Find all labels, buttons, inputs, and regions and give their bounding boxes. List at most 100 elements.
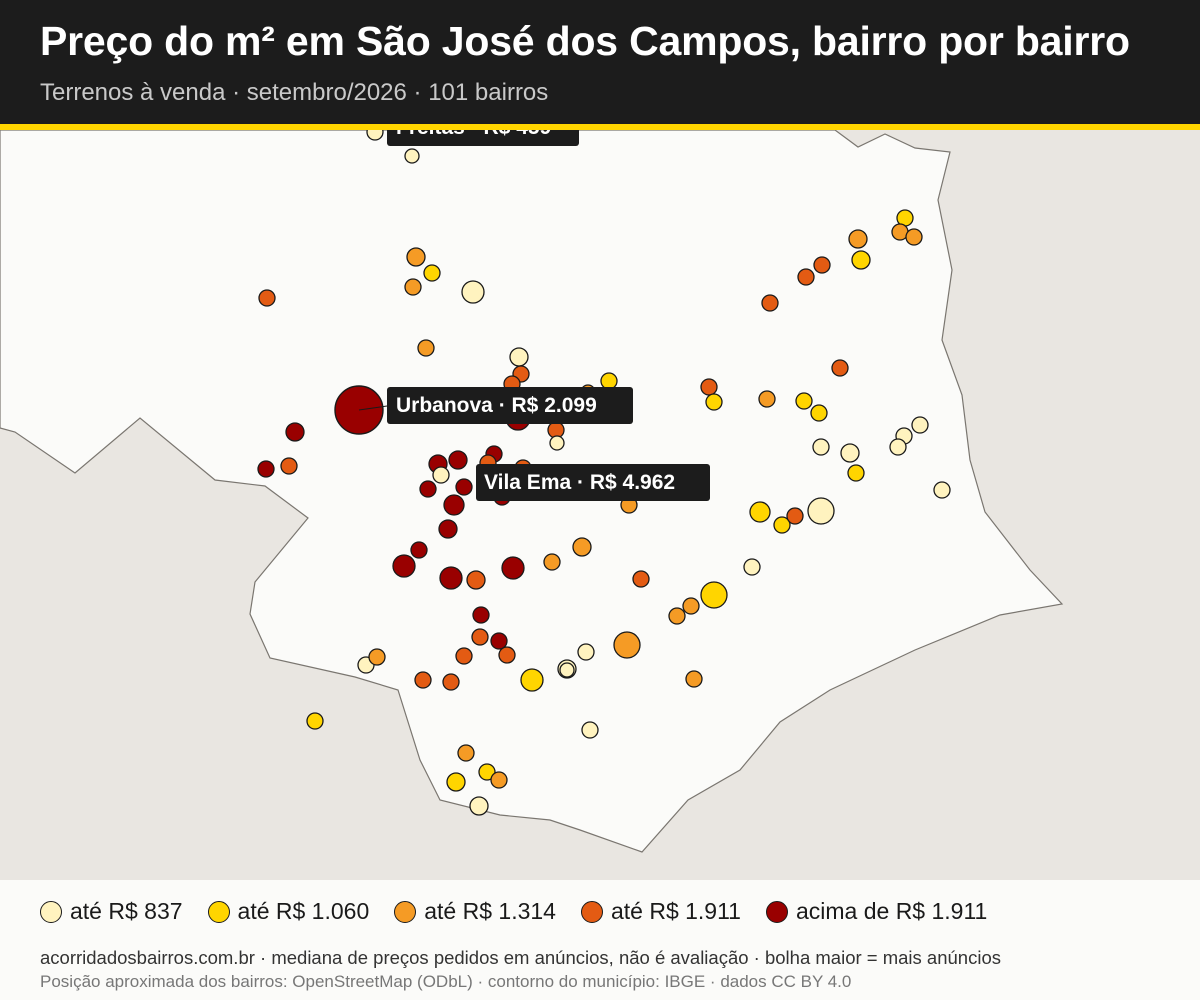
header-accent-bar [0,124,1200,130]
neighborhood-bubble[interactable] [404,278,422,296]
callout-leader-line [358,405,388,411]
neighborhood-bubble[interactable] [410,541,428,559]
neighborhood-bubble[interactable] [455,478,473,496]
map-canvas: Freitas · R$ 459 Urbanova · R$ 2.099 Vil… [0,130,1200,880]
neighborhood-bubble[interactable] [773,516,791,534]
legend-label-ate-1911: até R$ 1.911 [610,898,741,924]
neighborhood-bubble[interactable] [549,435,565,451]
neighborhood-bubble[interactable] [280,457,298,475]
neighborhood-bubble[interactable] [417,339,435,357]
neighborhood-bubble[interactable] [448,450,468,470]
neighborhood-bubble[interactable] [498,646,516,664]
neighborhood-bubble[interactable] [682,597,700,615]
neighborhood-bubble[interactable] [257,460,275,478]
neighborhood-bubble[interactable] [905,228,923,246]
callout-freitas-label: Freitas · R$ 459 [396,130,551,139]
neighborhood-bubble[interactable] [797,268,815,286]
legend-label-ate-1060: até R$ 1.060 [237,898,370,924]
legend-item-ate-1060: até R$ 1.060 [207,898,370,925]
neighborhood-bubble[interactable] [466,570,486,590]
legend-panel: até R$ 837 até R$ 1.060 até R$ 1.314 até… [0,880,1200,1000]
neighborhood-bubble[interactable] [851,250,871,270]
neighborhood-bubble[interactable] [572,537,592,557]
neighborhood-bubble[interactable] [285,422,305,442]
header: Preço do m² em São José dos Campos, bair… [0,0,1200,124]
callout-vila-ema[interactable]: Vila Ema · R$ 4.962 [476,464,710,501]
neighborhood-bubble[interactable] [543,553,561,571]
neighborhood-bubble[interactable] [933,481,951,499]
neighborhood-bubble[interactable] [700,378,718,396]
legend-item-ate-1314: até R$ 1.314 [394,898,556,925]
neighborhood-bubble[interactable] [848,229,868,249]
neighborhood-bubble[interactable] [419,480,437,498]
legend-item-ate-1911: até R$ 1.911 [580,898,741,925]
neighborhood-bubble[interactable] [392,554,416,578]
neighborhood-bubble[interactable] [461,280,485,304]
neighborhood-bubble[interactable] [743,558,761,576]
legend-label-acima-1911: acima de R$ 1.911 [795,898,988,924]
callout-freitas[interactable]: Freitas · R$ 459 [387,130,579,146]
neighborhood-bubble[interactable] [559,662,575,678]
neighborhood-bubble[interactable] [457,744,475,762]
neighborhood-bubble[interactable] [613,631,641,659]
neighborhood-bubble[interactable] [810,404,828,422]
neighborhood-bubble[interactable] [404,148,420,164]
neighborhood-bubble[interactable] [490,632,508,650]
neighborhood-bubble[interactable] [478,763,496,781]
neighborhood-bubble[interactable] [472,606,490,624]
neighborhood-bubble[interactable] [668,607,686,625]
neighborhood-bubble[interactable] [443,494,465,516]
neighborhood-bubble[interactable] [469,796,489,816]
neighborhood-bubble[interactable] [520,668,544,692]
neighborhood-bubble[interactable] [406,247,426,267]
neighborhood-bubble[interactable] [786,507,804,525]
neighborhood-bubble[interactable] [439,566,463,590]
neighborhood-bubble[interactable] [632,570,650,588]
legend-swatch-acima-1911 [765,900,788,923]
neighborhood-bubble[interactable] [438,519,458,539]
neighborhood-bubble[interactable] [813,256,831,274]
neighborhood-bubble[interactable] [258,289,276,307]
legend-swatch-ate-837 [40,900,62,923]
neighborhood-bubble[interactable] [807,497,835,525]
neighborhood-bubble[interactable] [840,443,860,463]
neighborhood-bubble[interactable] [831,359,849,377]
neighborhood-bubble[interactable] [700,581,728,609]
footer-source: Posição aproximada dos bairros: OpenStre… [40,972,852,991]
neighborhood-bubble[interactable] [758,390,776,408]
neighborhood-bubble[interactable] [577,643,595,661]
callout-urbanova[interactable]: Urbanova · R$ 2.099 [387,387,633,424]
neighborhood-bubble[interactable] [795,392,813,410]
map-area[interactable]: Freitas · R$ 459 Urbanova · R$ 2.099 Vil… [0,130,1200,880]
neighborhood-callouts: Freitas · R$ 459 Urbanova · R$ 2.099 Vil… [387,130,710,501]
neighborhood-bubble[interactable] [368,648,386,666]
neighborhood-bubble[interactable] [306,712,324,730]
callout-vila-ema-label: Vila Ema · R$ 4.962 [484,471,675,494]
neighborhood-bubble[interactable] [600,372,618,390]
neighborhood-bubble[interactable] [509,347,529,367]
neighborhood-bubble[interactable] [423,264,441,282]
neighborhood-bubble[interactable] [705,393,723,411]
legend-swatch-ate-1314 [394,900,417,923]
neighborhood-bubble[interactable] [471,628,489,646]
neighborhood-bubble[interactable] [414,671,432,689]
neighborhood-bubble[interactable] [911,416,929,434]
legend-item-ate-837: até R$ 837 [40,898,183,925]
legend-swatch-ate-1911 [580,900,603,923]
neighborhood-bubble[interactable] [490,771,508,789]
neighborhood-bubble[interactable] [432,466,450,484]
legend-label-ate-837: até R$ 837 [70,898,183,924]
neighborhood-bubble[interactable] [812,438,830,456]
neighborhood-bubble[interactable] [685,670,703,688]
neighborhood-bubble[interactable] [889,438,907,456]
neighborhood-bubble[interactable] [366,130,384,141]
neighborhood-bubble[interactable] [455,647,473,665]
neighborhood-bubble[interactable] [442,673,460,691]
neighborhood-bubble[interactable] [761,294,779,312]
neighborhood-bubble[interactable] [446,772,466,792]
neighborhood-bubble[interactable] [749,501,771,523]
neighborhood-bubble[interactable] [501,556,525,580]
neighborhood-bubble[interactable] [847,464,865,482]
neighborhood-bubble[interactable] [581,721,599,739]
callout-urbanova-label: Urbanova · R$ 2.099 [396,394,597,417]
